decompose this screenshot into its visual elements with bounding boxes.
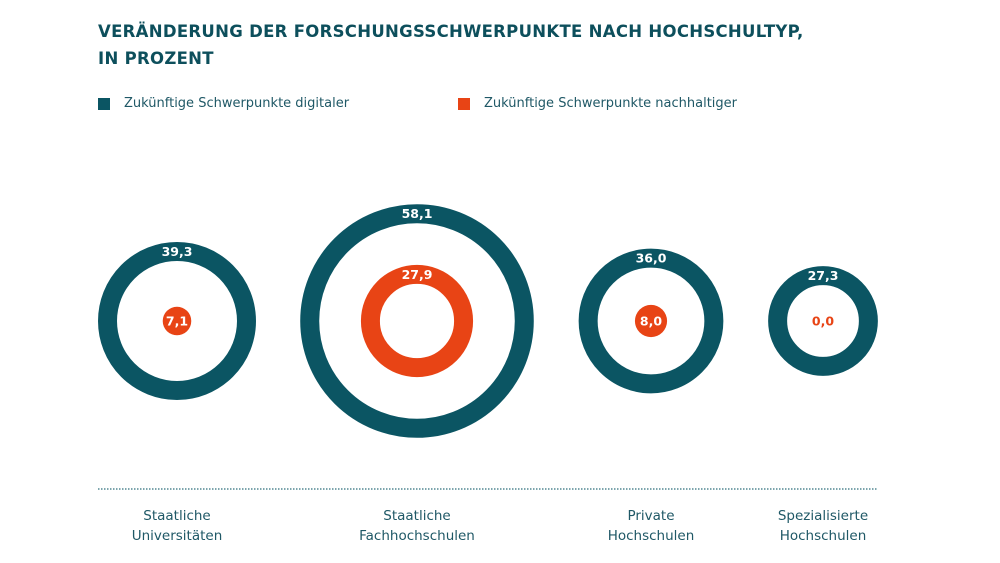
ring-digital-spezialisierte-hochschulen bbox=[768, 266, 878, 376]
category-label-private-hochschulen: Private Hochschulen bbox=[561, 506, 741, 546]
ring-digital-staatliche-universitaeten bbox=[98, 242, 256, 400]
value-label-sustainable-private-hochschulen: 8,0 bbox=[640, 314, 662, 329]
chart-title-line-2: IN PROZENT bbox=[98, 49, 214, 68]
legend-swatch-sustainable bbox=[458, 97, 470, 110]
legend-label-digital: Zukünftige Schwerpunkte digitaler bbox=[124, 96, 350, 111]
disk-sustainable-private-hochschulen bbox=[634, 304, 668, 338]
disk-sustainable-staatliche-universitaeten bbox=[162, 306, 192, 336]
ring-digital-private-hochschulen bbox=[578, 248, 724, 394]
chart-title-line-1: VERÄNDERUNG DER FORSCHUNGSSCHWERPUNKTE N… bbox=[98, 22, 804, 41]
legend: Zukünftige Schwerpunkte digitaler Zukünf… bbox=[98, 96, 898, 116]
value-label-sustainable-spezialisierte-hochschulen: 0,0 bbox=[812, 314, 834, 329]
value-label-digital-private-hochschulen: 36,0 bbox=[636, 251, 667, 266]
category-label-line: Hochschulen bbox=[607, 528, 695, 544]
value-label-sustainable-staatliche-universitaeten: 7,1 bbox=[166, 314, 188, 329]
value-label-digital-staatliche-universitaeten: 39,3 bbox=[162, 244, 193, 259]
ring-digital-staatliche-fachhochschulen bbox=[300, 204, 534, 438]
category-label-line: Fachhochschulen bbox=[359, 528, 475, 544]
category-label-staatliche-fachhochschulen: Staatliche Fachhochschulen bbox=[327, 506, 507, 546]
category-label-line: Spezialisierte bbox=[777, 508, 869, 524]
category-label-spezialisierte-hochschulen: Spezialisierte Hochschulen bbox=[733, 506, 913, 546]
category-label-line: Universitäten bbox=[131, 528, 223, 544]
value-label-sustainable-staatliche-fachhochschulen: 27,9 bbox=[402, 267, 433, 282]
category-label-staatliche-universitaeten: Staatliche Universitäten bbox=[87, 506, 267, 546]
category-label-line: Hochschulen bbox=[779, 528, 867, 544]
legend-item-sustainable: Zukünftige Schwerpunkte nachhaltiger bbox=[458, 96, 737, 111]
category-label-line: Staatliche bbox=[383, 508, 451, 524]
ring-sustainable-staatliche-fachhochschulen bbox=[360, 264, 474, 378]
chart-title: VERÄNDERUNG DER FORSCHUNGSSCHWERPUNKTE N… bbox=[98, 18, 918, 72]
category-label-line: Private bbox=[627, 508, 675, 524]
legend-item-digital: Zukünftige Schwerpunkte digitaler bbox=[98, 96, 349, 111]
category-label-line: Staatliche bbox=[143, 508, 211, 524]
legend-label-sustainable: Zukünftige Schwerpunkte nachhaltiger bbox=[484, 96, 738, 111]
value-label-digital-spezialisierte-hochschulen: 27,3 bbox=[808, 268, 839, 283]
legend-swatch-digital bbox=[98, 97, 110, 110]
rings-group: 39,3 7,1 58,1 27,9 36,0 8,0 27,3 0,0 bbox=[98, 204, 878, 438]
value-label-digital-staatliche-fachhochschulen: 58,1 bbox=[402, 206, 433, 221]
